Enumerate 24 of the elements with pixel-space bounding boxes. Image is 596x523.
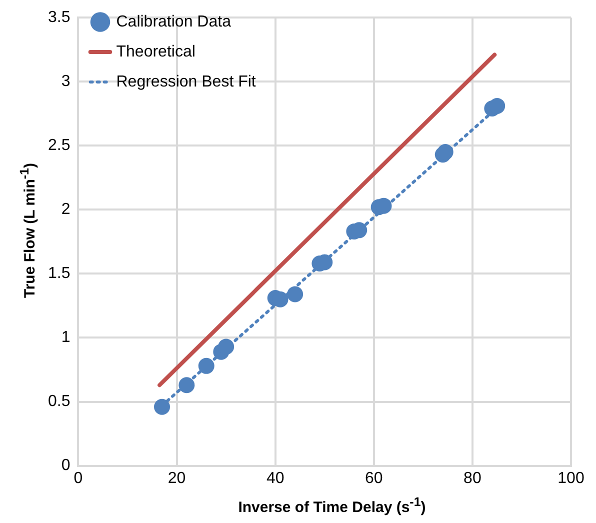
- point: [218, 338, 234, 355]
- y-tick-label: 0.5: [48, 393, 70, 410]
- legend-label: Calibration Data: [116, 13, 232, 30]
- legend-label: Regression Best Fit: [116, 73, 256, 90]
- y-tick-label: 3: [61, 73, 70, 90]
- point: [154, 398, 170, 415]
- point: [489, 98, 506, 114]
- y-tick-label: 2.5: [48, 137, 70, 154]
- y-tick-label: 1: [61, 329, 70, 346]
- point: [198, 358, 214, 374]
- x-tick-label: 60: [365, 470, 383, 487]
- x-tick-label: 100: [558, 470, 584, 487]
- y-tick-label: 0: [61, 457, 70, 474]
- x-tick-label: 80: [464, 470, 482, 487]
- x-axis-title: Inverse of Time Delay (s$^{-1}$): [237, 495, 427, 516]
- y-tick-label: 1.5: [48, 265, 70, 282]
- x-tick-label: 40: [266, 470, 284, 487]
- point: [178, 377, 195, 394]
- y-tick-label: 2: [61, 201, 70, 218]
- x-tick-label: 0: [74, 470, 83, 487]
- y-tick-label: 3.5: [48, 9, 70, 26]
- x-tick-label: 20: [168, 470, 186, 487]
- point: [287, 286, 304, 302]
- legend-label: Theoretical: [116, 43, 196, 60]
